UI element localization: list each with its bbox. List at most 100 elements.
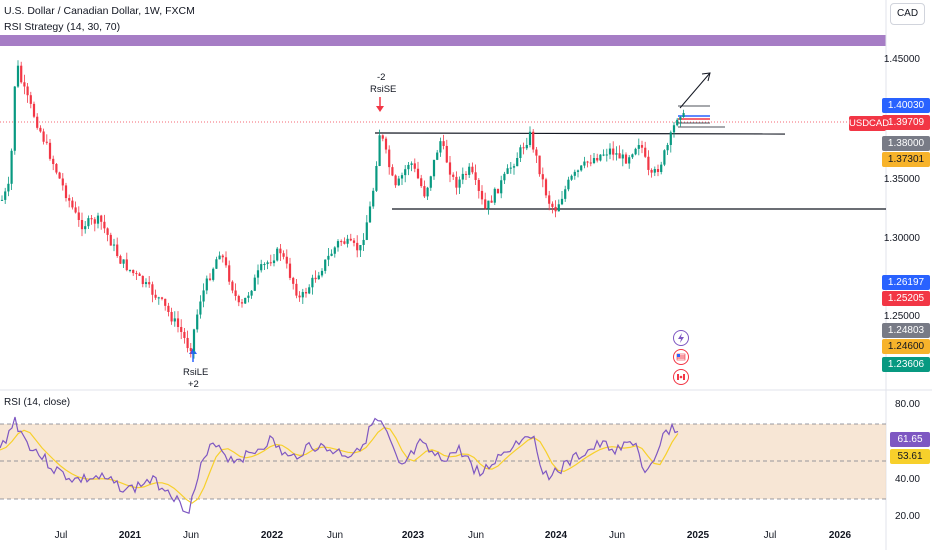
candle-body	[378, 135, 381, 166]
candle-body	[42, 131, 45, 142]
candle-body	[212, 268, 215, 280]
candle-body	[135, 273, 138, 275]
candle-body	[528, 131, 532, 146]
candle-body	[317, 275, 320, 280]
candle-body	[464, 173, 468, 175]
candle-body	[372, 190, 375, 207]
time-tick: 2024	[544, 530, 568, 541]
candle-body	[68, 198, 71, 201]
candle-body	[452, 174, 455, 177]
strategy-label[interactable]: RSI Strategy (14, 30, 70)	[4, 21, 121, 33]
candle-body	[340, 241, 343, 243]
candle-body	[279, 248, 282, 254]
candle-body	[586, 161, 589, 163]
candle-body	[138, 273, 141, 276]
candle-body	[407, 164, 410, 170]
candle-body	[244, 297, 247, 304]
candle-body	[253, 277, 256, 291]
candle-body	[448, 162, 452, 175]
candle-body	[631, 154, 634, 158]
price-tag-level: 1.38000	[882, 136, 930, 151]
price-tick: 1.45000	[883, 54, 920, 65]
price-tag-last: 1.39709	[882, 115, 930, 130]
candle-body	[624, 154, 628, 164]
strategy-band	[0, 35, 886, 46]
candle-body	[320, 270, 324, 276]
candle-body	[672, 125, 676, 133]
candle-body	[0, 199, 4, 201]
price-tag-stop: 1.37301	[882, 152, 930, 167]
candle-body	[615, 153, 618, 155]
candle-body	[39, 127, 42, 132]
us-flag-icon[interactable]	[673, 349, 689, 365]
price-tick: 1.25000	[883, 311, 920, 322]
candle-body	[224, 257, 228, 266]
candle-body	[202, 290, 205, 302]
short-signal-qty: -2	[377, 72, 386, 83]
candle-body	[676, 119, 679, 126]
candle-body	[400, 175, 404, 179]
candle-body	[170, 311, 173, 322]
candle-body	[327, 255, 330, 260]
candle-body	[384, 138, 388, 150]
candle-body	[391, 167, 394, 176]
candle-body	[218, 255, 221, 260]
candle-body	[525, 145, 528, 149]
candle-body	[282, 253, 285, 257]
candle-body	[458, 179, 461, 188]
rsi-tick: 80.00	[894, 399, 920, 410]
lightning-icon[interactable]	[673, 330, 689, 346]
candle-body	[298, 295, 301, 298]
time-tick: 2022	[260, 530, 284, 541]
candle-body	[554, 206, 557, 212]
candle-body	[26, 86, 29, 96]
candle-body	[420, 178, 423, 187]
candle-body	[474, 172, 477, 180]
candle-body	[375, 165, 378, 191]
canada-flag-icon[interactable]	[673, 369, 689, 385]
long-signal-label: RsiLE	[183, 367, 209, 378]
candle-body	[580, 165, 583, 171]
price-tag-high: 1.40030	[882, 98, 930, 113]
candle-body	[397, 178, 400, 186]
candle-body	[548, 195, 551, 204]
candle-body	[285, 256, 288, 264]
candle-body	[666, 144, 669, 151]
candle-body	[119, 256, 122, 264]
rsi-tick: 40.00	[894, 474, 920, 485]
candle-body	[221, 255, 224, 258]
candle-body	[151, 284, 154, 295]
candle-body	[423, 186, 426, 197]
candle-body	[304, 292, 308, 294]
currency-button[interactable]: CAD	[890, 3, 925, 25]
candlestick-series	[0, 60, 685, 359]
projection-arrow	[679, 72, 711, 109]
candle-body	[58, 172, 61, 179]
price-tick: 1.35000	[883, 174, 920, 185]
candle-body	[538, 155, 541, 175]
candle-body	[442, 141, 445, 146]
candle-body	[208, 278, 212, 280]
candle-body	[388, 149, 391, 168]
time-tick: Jun	[326, 530, 344, 541]
candle-body	[413, 163, 416, 169]
candle-body	[176, 318, 180, 327]
candle-body	[480, 190, 484, 200]
candle-body	[308, 287, 311, 294]
candle-body	[52, 158, 55, 165]
rsi-value-tag: 61.65	[890, 432, 930, 447]
candle-body	[640, 145, 644, 148]
candle-body	[381, 135, 384, 139]
candle-body	[141, 275, 144, 285]
candle-body	[13, 86, 16, 151]
rsi-title[interactable]: RSI (14, close)	[4, 397, 71, 408]
candle-body	[506, 168, 509, 174]
candle-body	[583, 161, 586, 166]
projection-arrowhead	[701, 72, 711, 82]
time-tick: 2025	[686, 530, 710, 541]
candle-body	[532, 131, 535, 150]
candle-body	[468, 166, 471, 175]
candle-body	[45, 141, 48, 143]
candle-body	[426, 187, 429, 197]
